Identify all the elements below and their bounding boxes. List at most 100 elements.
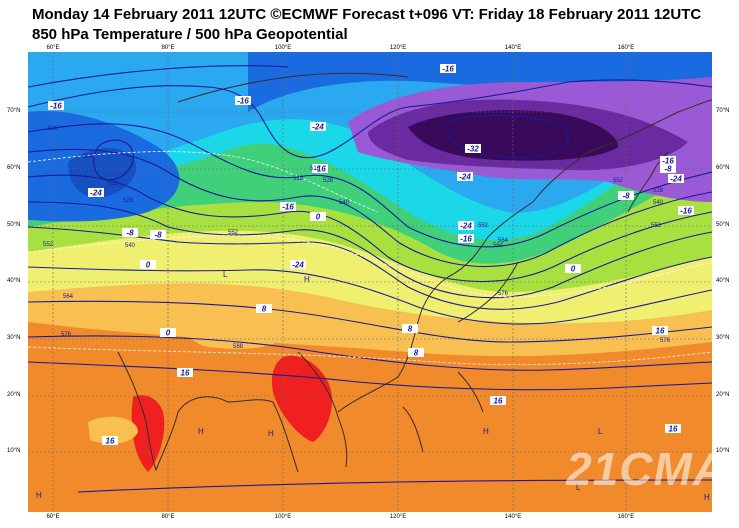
lat-label-right: 40°N (716, 278, 730, 284)
lat-label-left: 70°N (7, 108, 21, 114)
pressure-centers: L H H H H H L L H (36, 270, 710, 502)
geopotential-label: 588 (233, 344, 244, 350)
geopotential-label: 528 (123, 198, 134, 204)
svg-text:-24: -24 (90, 189, 102, 198)
svg-text:552: 552 (228, 230, 239, 236)
temperature-label: 16 (665, 424, 681, 434)
temperature-label: -24 (310, 122, 326, 132)
geopotential-contours (28, 65, 712, 493)
pressure-center-label: L (223, 270, 228, 279)
lat-label-right: 50°N (716, 222, 730, 228)
svg-text:564: 564 (498, 238, 509, 244)
lon-label-bottom: 100°E (274, 514, 292, 520)
temperature-label: -16 (312, 164, 328, 174)
svg-text:552: 552 (478, 223, 489, 229)
temperature-label: -8 (660, 164, 676, 174)
chart-title: Monday 14 February 2011 12UTC ©ECMWF For… (32, 6, 702, 23)
svg-text:-24: -24 (459, 173, 471, 182)
geopotential-label: 528 (323, 178, 334, 184)
temperature-label: 16 (102, 436, 118, 446)
svg-text:16: 16 (494, 397, 503, 406)
temp-band-deep-purple (408, 110, 618, 161)
lat-label-right: 60°N (716, 165, 730, 171)
svg-text:516: 516 (108, 181, 119, 187)
svg-text:564: 564 (493, 243, 504, 249)
svg-text:-16: -16 (237, 97, 249, 106)
lon-label-top: 160°E (617, 45, 635, 51)
geopotential-label: 540 (653, 200, 664, 206)
geopotential-label: 576 (498, 291, 509, 297)
svg-text:-16: -16 (442, 65, 454, 74)
geopotential-label: 528 (653, 188, 664, 194)
svg-text:-16: -16 (314, 165, 326, 174)
temperature-label: -16 (458, 234, 474, 244)
geopotential-label: 564 (498, 238, 509, 244)
svg-text:-8: -8 (154, 231, 162, 240)
geopotential-label: 552 (651, 223, 662, 229)
temperature-label: -16 (660, 156, 676, 166)
svg-text:540: 540 (653, 200, 664, 206)
svg-text:-8: -8 (622, 192, 630, 201)
temperature-label: -8 (150, 230, 166, 240)
svg-text:-16: -16 (680, 207, 692, 216)
svg-text:-24: -24 (460, 222, 472, 231)
svg-text:16: 16 (181, 369, 190, 378)
svg-text:516: 516 (48, 126, 59, 132)
svg-text:552: 552 (651, 223, 662, 229)
svg-text:528: 528 (323, 178, 334, 184)
chart-subtitle: 850 hPa Temperature / 500 hPa Geopotenti… (32, 26, 348, 43)
temperature-label: 0 (310, 212, 326, 222)
geopotential-label: 516 (310, 166, 321, 172)
lon-label-top: 100°E (274, 45, 292, 51)
svg-text:552: 552 (43, 242, 54, 248)
svg-text:16: 16 (656, 327, 665, 336)
temperature-label: 8 (408, 348, 424, 358)
temperature-label: -16 (280, 202, 296, 212)
geopotential-label: 540 (125, 243, 136, 249)
svg-text:-8: -8 (664, 165, 672, 174)
svg-text:0: 0 (571, 265, 576, 274)
svg-text:8: 8 (262, 305, 267, 314)
geopotential-label: 576 (61, 332, 72, 338)
lat-label-right: 20°N (716, 392, 730, 398)
lat-label-right: 30°N (716, 335, 730, 341)
geopotential-label: 564 (63, 294, 74, 300)
geopotential-label: 528 (293, 176, 304, 182)
pressure-center-label: H (304, 275, 310, 284)
svg-text:516: 516 (310, 166, 321, 172)
geopotential-labels: 5165045165285405525645765885525285165285… (43, 126, 671, 350)
weather-map[interactable]: -16 -16 -16 -24 -32 -24 -16 -24 -24 -16 -16 -8 -8 -8-… (28, 52, 712, 512)
svg-text:-16: -16 (282, 203, 294, 212)
geopotential-label: 504 (83, 154, 94, 160)
temperature-label: 16 (177, 368, 193, 378)
svg-text:-32: -32 (467, 145, 479, 154)
pressure-center-label: L (576, 483, 581, 492)
temp-band-light-orange-tibet (184, 308, 288, 349)
coastlines (117, 72, 712, 473)
watermark-logo: 21CMA (566, 443, 727, 495)
temperature-label: 8 (256, 304, 272, 314)
temperature-label: 16 (490, 396, 506, 406)
svg-text:-16: -16 (662, 157, 674, 166)
svg-text:16: 16 (106, 437, 115, 446)
svg-text:0: 0 (146, 261, 151, 270)
lon-label-top: 140°E (504, 45, 522, 51)
svg-text:564: 564 (63, 294, 74, 300)
pressure-center-label: H (198, 427, 204, 436)
svg-text:576: 576 (61, 332, 72, 338)
svg-text:552: 552 (613, 178, 624, 184)
temperature-label: 16 (652, 326, 668, 336)
temp-band-red-indochina (271, 355, 333, 442)
temp-band-dark-blue-west (68, 147, 137, 198)
lon-label-top: 60°E (46, 45, 60, 51)
lon-label-bottom: 80°E (161, 514, 175, 520)
svg-text:528: 528 (123, 198, 134, 204)
svg-text:0: 0 (316, 213, 321, 222)
geopotential-label: 516 (48, 126, 59, 132)
svg-text:528: 528 (653, 188, 664, 194)
lon-label-top: 80°E (161, 45, 175, 51)
svg-text:-24: -24 (292, 261, 304, 270)
temperature-label: 0 (160, 328, 176, 338)
lat-label-left: 20°N (7, 392, 21, 398)
svg-text:0: 0 (166, 329, 171, 338)
